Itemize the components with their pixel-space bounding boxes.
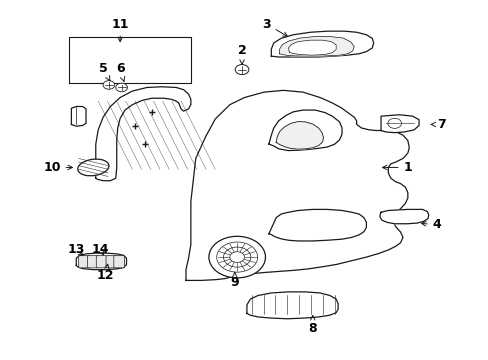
Polygon shape [246,292,337,319]
Text: 13: 13 [67,243,85,256]
Text: 12: 12 [97,264,114,282]
Polygon shape [288,40,335,55]
Polygon shape [268,210,366,241]
Text: 10: 10 [43,161,72,174]
Text: 7: 7 [430,118,446,131]
Circle shape [116,83,127,92]
Text: 5: 5 [99,62,110,81]
Ellipse shape [78,159,109,176]
Text: 9: 9 [230,273,239,289]
Polygon shape [279,37,353,56]
Polygon shape [268,110,341,150]
FancyBboxPatch shape [114,256,124,268]
Circle shape [208,236,265,278]
FancyBboxPatch shape [87,256,98,268]
Polygon shape [96,87,190,181]
FancyBboxPatch shape [106,256,117,268]
FancyBboxPatch shape [79,256,89,268]
Text: 4: 4 [421,218,441,231]
Polygon shape [380,115,418,133]
Text: 2: 2 [237,44,246,64]
Polygon shape [185,90,408,280]
Text: 8: 8 [308,316,316,335]
Polygon shape [276,122,323,149]
Circle shape [235,64,248,75]
Circle shape [103,81,115,89]
Polygon shape [76,253,126,270]
Text: 3: 3 [262,18,287,36]
Text: 11: 11 [111,18,129,42]
Polygon shape [71,107,86,126]
FancyBboxPatch shape [96,256,107,268]
Text: 14: 14 [92,243,109,256]
Text: 6: 6 [116,62,124,81]
Text: 1: 1 [382,161,411,174]
Polygon shape [271,31,373,57]
Polygon shape [379,210,428,224]
